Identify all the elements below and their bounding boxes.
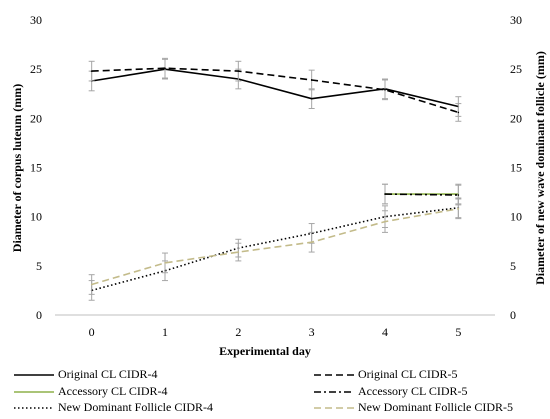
y-tick-label: 15 xyxy=(30,161,42,175)
series-layer xyxy=(88,57,462,301)
series-4 xyxy=(88,197,462,301)
y2-tick-label: 10 xyxy=(510,210,522,224)
y2-tick-label: 5 xyxy=(510,259,516,273)
series-5 xyxy=(88,198,462,295)
data-point xyxy=(164,262,166,264)
data-point xyxy=(310,241,313,244)
y-tick-label: 25 xyxy=(30,62,42,76)
series-1 xyxy=(88,57,462,122)
data-point xyxy=(237,70,240,72)
series-line xyxy=(91,67,459,114)
y-axis-title: Diameter of corpus luteum (mm) xyxy=(10,84,24,252)
x-axis: 0 1 2 3 4 5 xyxy=(89,325,462,339)
data-point xyxy=(237,251,240,253)
data-point xyxy=(384,193,386,195)
series-0 xyxy=(88,58,462,117)
data-point xyxy=(310,79,313,81)
data-point xyxy=(90,283,93,286)
y-tick-label: 20 xyxy=(30,111,42,125)
series-line xyxy=(91,208,459,286)
y2-tick-label: 30 xyxy=(510,13,522,27)
y2-tick-label: 15 xyxy=(510,161,522,175)
series-line xyxy=(384,193,459,196)
x-tick-label: 3 xyxy=(309,325,315,339)
right-axis: 0 5 10 15 20 25 30 xyxy=(510,13,522,322)
x-tick-label: 0 xyxy=(89,325,95,339)
x-tick-label: 1 xyxy=(162,325,168,339)
data-point xyxy=(90,70,93,72)
data-point xyxy=(457,208,460,210)
x-axis-title: Experimental day xyxy=(219,344,311,358)
data-point xyxy=(384,89,386,91)
y2-tick-label: 25 xyxy=(510,62,522,76)
y-tick-label: 30 xyxy=(30,13,42,27)
x-tick-label: 4 xyxy=(382,325,388,339)
y-tick-label: 0 xyxy=(36,308,42,322)
data-point xyxy=(457,194,460,196)
y2-axis-title: Diameter of new wave dominant follicle (… xyxy=(533,51,547,285)
series-line xyxy=(91,207,459,292)
y-tick-label: 10 xyxy=(30,210,42,224)
data-point xyxy=(384,220,386,223)
data-point xyxy=(164,67,166,69)
series-line xyxy=(91,68,459,108)
x-tick-label: 5 xyxy=(455,325,461,339)
data-point xyxy=(457,111,460,114)
y-tick-label: 5 xyxy=(36,259,42,273)
data-point xyxy=(310,97,313,100)
x-tick-label: 2 xyxy=(235,325,241,339)
left-axis: 0 5 10 15 20 25 30 xyxy=(30,13,42,322)
y2-tick-label: 20 xyxy=(510,111,522,125)
y2-tick-label: 0 xyxy=(510,308,516,322)
